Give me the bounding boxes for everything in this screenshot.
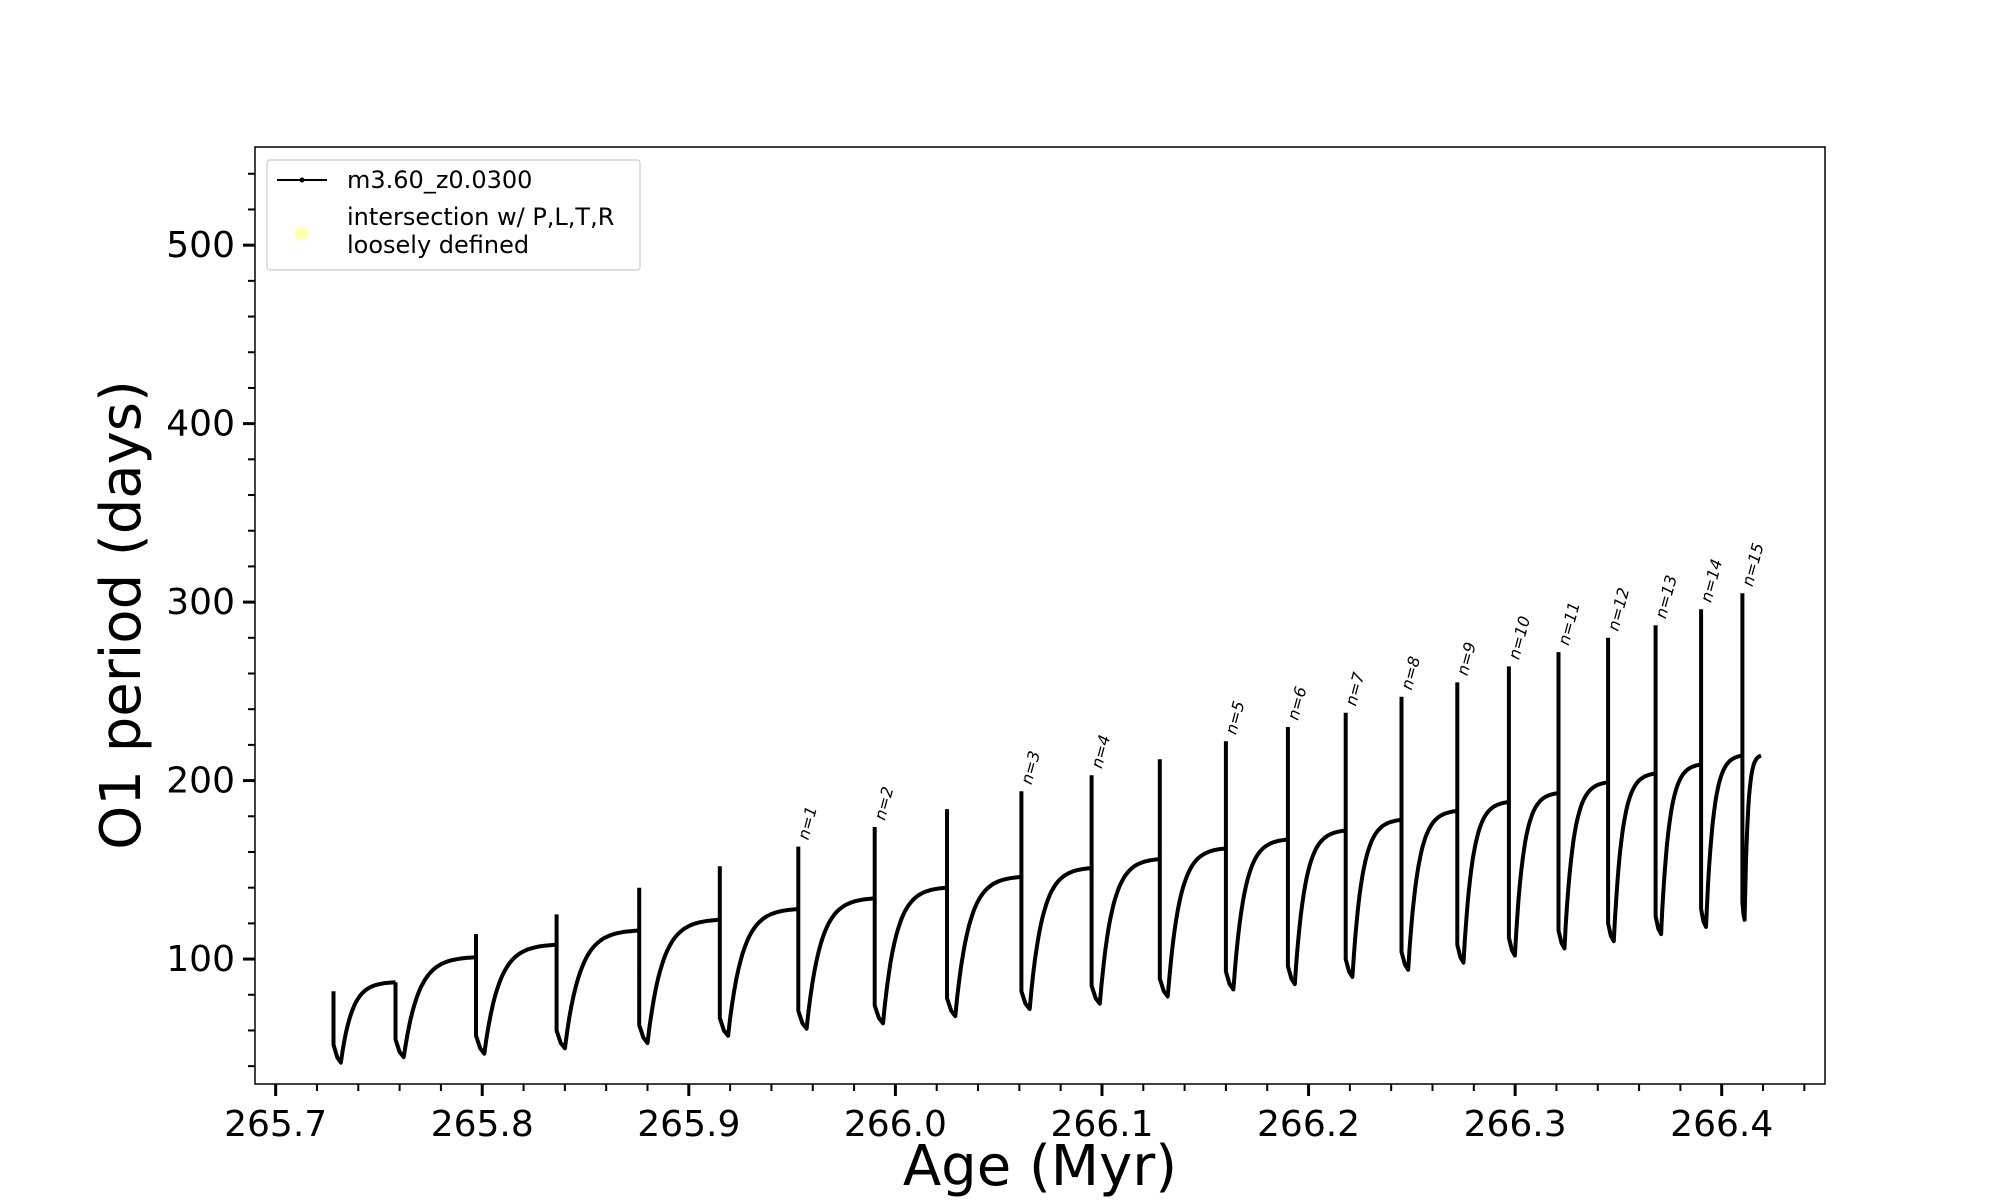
pulse-cycle xyxy=(331,980,396,1065)
x-axis-label: Age (Myr) xyxy=(903,1134,1177,1199)
y-tick-label: 100 xyxy=(166,939,235,980)
pulse-cycle xyxy=(1019,791,1092,1011)
legend-box xyxy=(266,159,641,271)
plot-frame xyxy=(254,146,1826,1085)
pulse-cycle xyxy=(717,866,799,1038)
pulse-cycle xyxy=(1699,609,1744,929)
pulse-cycle xyxy=(945,809,1022,1019)
pulse-cycle xyxy=(1089,775,1161,1006)
pulse-cycle xyxy=(1399,696,1458,972)
x-tick-label: 266.2 xyxy=(1257,1104,1360,1145)
pulse-cycle xyxy=(1506,666,1560,958)
legend-entry-series: m3.60_z0.0300 xyxy=(347,166,532,194)
x-tick-label: 266.3 xyxy=(1464,1104,1567,1145)
pulse-cycle xyxy=(872,827,948,1026)
pulse-cycle xyxy=(1223,741,1289,992)
pulse-cycle xyxy=(1653,625,1702,937)
x-tick-label: 265.7 xyxy=(224,1104,327,1145)
pulse-cycle xyxy=(1740,593,1763,922)
legend-entry-intersection-line1: intersection w/ P,L,T,R xyxy=(347,203,614,231)
pulse-cycle xyxy=(1343,712,1403,979)
y-tick-label: 200 xyxy=(166,761,235,802)
pulse-cycle xyxy=(1157,759,1227,999)
x-tick-label: 266.0 xyxy=(844,1104,947,1145)
x-tick-label: 265.8 xyxy=(431,1104,534,1145)
y-tick-label: 500 xyxy=(166,225,235,266)
x-tick-label: 265.9 xyxy=(637,1104,740,1145)
pulse-cycle xyxy=(637,887,720,1045)
legend-entry-intersection-line2: loosely defined xyxy=(347,231,529,259)
pulse-cycle xyxy=(474,934,557,1056)
pulse-cycle xyxy=(1606,637,1657,944)
pulse-cycle xyxy=(1455,682,1510,965)
y-tick-label: 400 xyxy=(166,404,235,445)
pulse-cycle xyxy=(1285,727,1347,987)
series-layer xyxy=(331,593,1763,1065)
y-tick-label: 300 xyxy=(166,582,235,623)
legend: m3.60_z0.0300 intersection w/ P,L,T,R lo… xyxy=(266,159,641,271)
x-tick-label: 266.1 xyxy=(1050,1104,1153,1145)
y-axis-label: O1 period (days) xyxy=(89,380,154,850)
pulse-cycle xyxy=(554,914,640,1051)
legend-line-dot xyxy=(299,177,305,183)
x-tick-label: 266.4 xyxy=(1670,1104,1773,1145)
pulse-cycle xyxy=(796,846,875,1031)
pulse-cycle xyxy=(393,955,477,1060)
legend-circle-marker xyxy=(295,227,309,241)
axis-ticks: 265.7 265.8 265.9 266.0 266.1 266.2 266.3 266.4… xyxy=(166,172,1806,1145)
pulse-cycle xyxy=(1556,652,1609,951)
